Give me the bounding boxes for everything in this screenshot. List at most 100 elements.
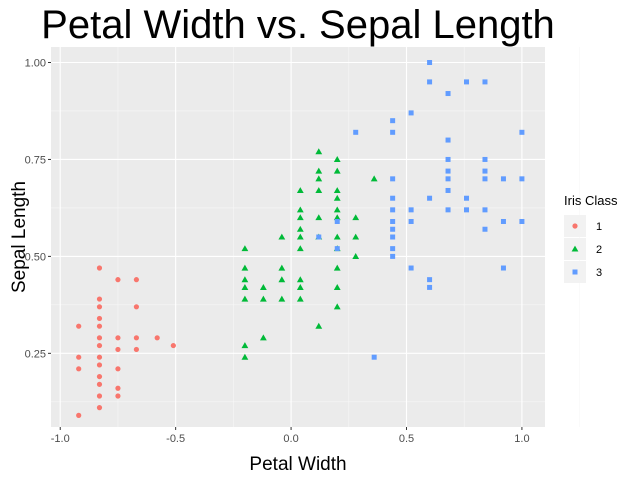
data-point-class-3 [445, 156, 451, 162]
data-point-class-2 [241, 276, 249, 283]
data-point-class-2 [370, 175, 378, 182]
data-point-class-3 [500, 176, 506, 182]
grid-minor-lines [51, 47, 580, 427]
x-axis-ticks: -1.0 -0.5 0.0 0.5 1.0 [51, 427, 530, 445]
data-point-class-1 [76, 412, 82, 418]
legend-title: Iris Class [564, 193, 618, 208]
data-point-class-3 [390, 234, 396, 240]
y-axis-ticks: 0.25 0.50 0.75 1.00 [25, 58, 51, 360]
data-point-class-1 [133, 346, 140, 353]
data-point-class-2 [333, 264, 341, 271]
data-point-class-2 [333, 284, 341, 290]
legend-label-class-3: 3 [596, 267, 602, 279]
data-point-class-1 [96, 373, 103, 380]
data-point-class-3 [464, 207, 470, 213]
data-point-class-1 [133, 335, 140, 341]
data-point-class-2 [315, 187, 323, 194]
data-point-class-1 [115, 366, 121, 372]
data-point-class-2 [333, 214, 341, 221]
data-point-class-3 [390, 253, 396, 259]
data-point-class-3 [464, 79, 470, 85]
data-point-class-2 [315, 322, 323, 329]
data-point-class-2 [296, 233, 304, 240]
data-point-class-2 [241, 284, 249, 290]
data-point-class-2 [315, 214, 323, 221]
data-point-class-3 [390, 207, 396, 213]
data-point-class-2 [315, 175, 323, 182]
data-point-class-2 [241, 353, 249, 360]
data-point-class-2 [333, 233, 341, 240]
data-point-class-3 [408, 265, 414, 271]
data-point-class-2 [333, 303, 341, 310]
data-point-class-2 [352, 233, 360, 240]
data-point-class-2 [296, 245, 304, 252]
data-point-class-2 [259, 334, 267, 341]
data-point-class-1 [96, 362, 103, 368]
data-point-class-3 [445, 168, 451, 174]
data-point-class-3 [390, 118, 396, 124]
legend-key-class-1 [572, 223, 578, 229]
legend-label-class-1: 1 [596, 221, 602, 233]
data-point-class-1 [115, 385, 121, 391]
data-point-class-3 [445, 91, 451, 97]
legend-key-class-3 [572, 269, 578, 275]
data-point-class-3 [371, 354, 377, 360]
legend-key-class-2 [571, 245, 579, 252]
data-point-class-3 [482, 156, 488, 162]
data-point-class-3 [390, 218, 396, 224]
data-point-class-3 [427, 79, 433, 85]
data-point-class-3 [519, 129, 525, 135]
data-point-class-3 [390, 129, 396, 135]
data-point-class-3 [390, 176, 396, 182]
data-point-class-1 [96, 335, 103, 341]
data-point-class-2 [315, 167, 323, 174]
data-point-class-3 [334, 218, 340, 224]
data-point-class-1 [96, 393, 103, 399]
data-point-class-1 [96, 296, 103, 302]
data-point-class-2 [296, 276, 304, 283]
data-point-class-2 [352, 252, 360, 259]
data-point-class-1 [115, 335, 121, 341]
data-point-class-1 [76, 323, 82, 329]
data-point-class-3 [353, 129, 359, 135]
x-tick-label: 1.0 [514, 433, 529, 445]
data-point-class-2 [352, 214, 360, 221]
data-point-class-3 [427, 284, 433, 290]
data-point-class-3 [427, 277, 433, 283]
data-point-class-2 [278, 295, 286, 302]
x-tick-label: 0.5 [399, 433, 414, 445]
data-point-class-3 [519, 218, 525, 224]
chart-title: Petal Width vs. Sepal Length [41, 3, 555, 47]
data-point-class-1 [115, 346, 121, 353]
x-tick-label: 0.0 [283, 433, 298, 445]
data-point-class-3 [519, 176, 525, 182]
data-point-class-2 [333, 206, 341, 213]
data-point-class-2 [333, 194, 341, 201]
legend: Iris Class 1 2 3 [564, 193, 618, 283]
data-point-class-2 [241, 245, 249, 252]
data-point-class-2 [296, 187, 304, 194]
x-axis-title: Petal Width [249, 454, 346, 475]
data-point-class-2 [241, 295, 249, 302]
data-point-class-3 [482, 176, 488, 182]
data-point-class-3 [445, 207, 451, 213]
data-point-class-3 [500, 265, 506, 271]
data-point-class-2 [315, 148, 323, 155]
data-point-class-3 [482, 168, 488, 174]
x-tick-label: -1.0 [51, 433, 70, 445]
y-tick-label: 0.50 [25, 251, 46, 263]
data-point-class-2 [241, 342, 249, 349]
data-point-class-3 [445, 137, 451, 143]
data-point-class-1 [170, 342, 176, 349]
data-point-class-1 [115, 277, 121, 283]
data-point-class-1 [96, 405, 103, 411]
data-point-class-1 [96, 354, 103, 360]
data-point-class-3 [408, 207, 414, 213]
data-point-class-3 [445, 176, 451, 182]
data-point-class-3 [390, 226, 396, 232]
data-point-class-2 [241, 264, 249, 271]
data-point-class-3 [390, 195, 396, 201]
data-point-class-3 [464, 195, 470, 201]
data-point-class-2 [296, 284, 304, 290]
data-point-class-2 [296, 214, 304, 221]
